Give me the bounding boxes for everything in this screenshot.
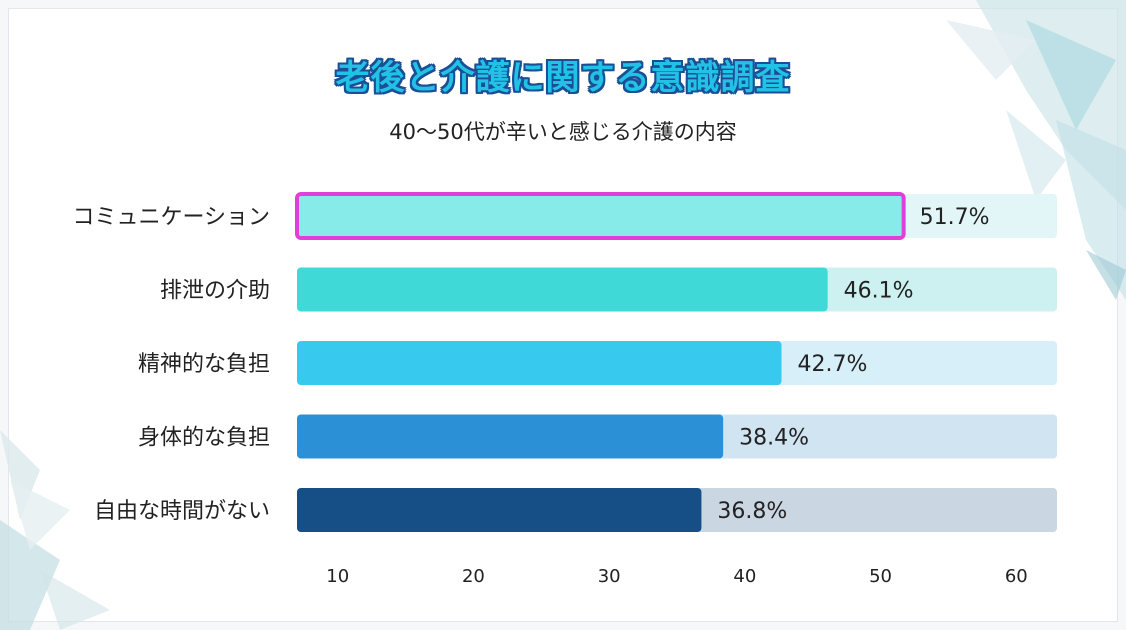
bar <box>297 414 724 459</box>
bar <box>297 488 702 532</box>
x-tick-label: 60 <box>1005 566 1028 587</box>
bar <box>297 267 828 312</box>
value-label: 42.7% <box>798 352 868 377</box>
x-tick-label: 10 <box>326 566 349 587</box>
x-tick-label: 30 <box>598 566 621 587</box>
category-label: 精神的な負担 <box>138 352 270 377</box>
x-tick-label: 20 <box>462 566 485 587</box>
chart-subtitle: 40～50代が辛いと感じる介護の内容 <box>389 120 737 144</box>
x-tick-label: 40 <box>733 566 756 587</box>
category-label: 自由な時間がない <box>94 499 270 524</box>
chart-title: 老後と介護に関する意識調査 <box>335 58 791 98</box>
value-label: 36.8% <box>717 499 787 524</box>
category-label: 身体的な負担 <box>138 426 270 451</box>
value-label: 38.4% <box>739 426 809 451</box>
value-label: 51.7% <box>920 205 990 230</box>
category-label: 排泄の介助 <box>160 279 270 304</box>
bar <box>295 192 906 240</box>
category-label: コミュニケーション <box>72 205 270 230</box>
x-tick-label: 50 <box>869 566 892 587</box>
value-label: 46.1% <box>844 279 914 304</box>
bar <box>297 341 782 385</box>
